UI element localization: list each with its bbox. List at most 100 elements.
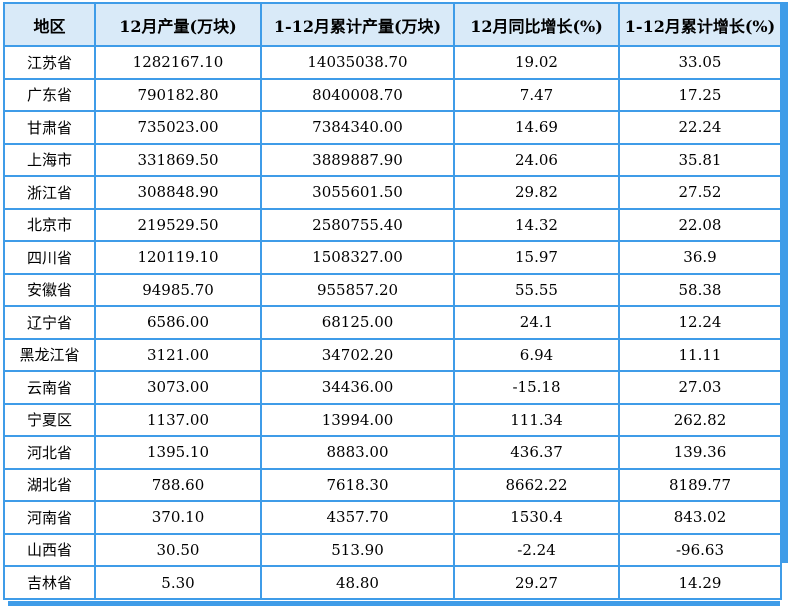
value-cell: 7384340.00 [260, 110, 455, 145]
value-cell: 68125.00 [260, 305, 455, 340]
region-cell: 辽宁省 [3, 305, 96, 340]
value-cell: 48.80 [260, 565, 455, 600]
value-cell: 3889887.90 [260, 142, 455, 178]
value-cell: 14035038.70 [260, 45, 455, 80]
value-cell: -15.18 [453, 370, 620, 405]
region-cell: 安徽省 [3, 272, 96, 308]
value-cell: 8189.77 [618, 467, 782, 503]
value-cell: 11.11 [618, 337, 782, 373]
value-cell: 436.37 [453, 435, 620, 470]
value-cell: 5.30 [94, 565, 262, 600]
table-row: 河北省 1395.10 8883.00 436.37 139.36 [3, 435, 782, 470]
value-cell: 94985.70 [94, 272, 262, 308]
table-row: 黑龙江省 3121.00 34702.20 6.94 11.11 [3, 337, 782, 373]
header-cumulative-growth: 1-12月累计增长(%) [618, 2, 782, 47]
value-cell: 513.90 [260, 532, 455, 568]
value-cell: 1282167.10 [94, 45, 262, 80]
value-cell: 55.55 [453, 272, 620, 308]
value-cell: 120119.10 [94, 240, 262, 275]
value-cell: 6586.00 [94, 305, 262, 340]
value-cell: 1530.4 [453, 500, 620, 535]
region-cell: 湖北省 [3, 467, 96, 503]
header-dec-production: 12月产量(万块) [94, 2, 262, 47]
value-cell: 8040008.70 [260, 77, 455, 113]
region-cell: 江苏省 [3, 45, 96, 80]
value-cell: 13994.00 [260, 402, 455, 438]
value-cell: 370.10 [94, 500, 262, 535]
region-cell: 广东省 [3, 77, 96, 113]
right-edge-shadow-strip [782, 2, 788, 563]
table-row: 四川省 120119.10 1508327.00 15.97 36.9 [3, 240, 782, 275]
value-cell: 14.32 [453, 207, 620, 243]
value-cell: 1137.00 [94, 402, 262, 438]
value-cell: 35.81 [618, 142, 782, 178]
value-cell: 219529.50 [94, 207, 262, 243]
value-cell: 33.05 [618, 45, 782, 80]
value-cell: 19.02 [453, 45, 620, 80]
value-cell: 308848.90 [94, 175, 262, 210]
table-row: 甘肃省 735023.00 7384340.00 14.69 22.24 [3, 110, 782, 145]
table-row: 河南省 370.10 4357.70 1530.4 843.02 [3, 500, 782, 535]
region-cell: 河南省 [3, 500, 96, 535]
region-cell: 浙江省 [3, 175, 96, 210]
value-cell: 24.1 [453, 305, 620, 340]
value-cell: 29.82 [453, 175, 620, 210]
production-stats-table: 地区 12月产量(万块) 1-12月累计产量(万块) 12月同比增长(%) 1-… [3, 2, 782, 600]
value-cell: 14.69 [453, 110, 620, 145]
table-row: 云南省 3073.00 34436.00 -15.18 27.03 [3, 370, 782, 405]
table-row: 山西省 30.50 513.90 -2.24 -96.63 [3, 532, 782, 568]
value-cell: 7.47 [453, 77, 620, 113]
value-cell: 22.24 [618, 110, 782, 145]
value-cell: 4357.70 [260, 500, 455, 535]
table-row: 湖北省 788.60 7618.30 8662.22 8189.77 [3, 467, 782, 503]
value-cell: 24.06 [453, 142, 620, 178]
value-cell: 955857.20 [260, 272, 455, 308]
value-cell: 27.52 [618, 175, 782, 210]
value-cell: 30.50 [94, 532, 262, 568]
region-cell: 上海市 [3, 142, 96, 178]
value-cell: 12.24 [618, 305, 782, 340]
value-cell: 34436.00 [260, 370, 455, 405]
table-row: 江苏省 1282167.10 14035038.70 19.02 33.05 [3, 45, 782, 80]
value-cell: 111.34 [453, 402, 620, 438]
value-cell: 8662.22 [453, 467, 620, 503]
table-row: 浙江省 308848.90 3055601.50 29.82 27.52 [3, 175, 782, 210]
region-cell: 云南省 [3, 370, 96, 405]
table-row: 北京市 219529.50 2580755.40 14.32 22.08 [3, 207, 782, 243]
value-cell: 7618.30 [260, 467, 455, 503]
value-cell: 788.60 [94, 467, 262, 503]
value-cell: 790182.80 [94, 77, 262, 113]
table-row: 宁夏区 1137.00 13994.00 111.34 262.82 [3, 402, 782, 438]
value-cell: 3073.00 [94, 370, 262, 405]
value-cell: -2.24 [453, 532, 620, 568]
bottom-edge-shadow-strip [8, 601, 780, 606]
value-cell: 22.08 [618, 207, 782, 243]
value-cell: 27.03 [618, 370, 782, 405]
table-row: 安徽省 94985.70 955857.20 55.55 58.38 [3, 272, 782, 308]
value-cell: 735023.00 [94, 110, 262, 145]
value-cell: 262.82 [618, 402, 782, 438]
value-cell: 8883.00 [260, 435, 455, 470]
table-header-row: 地区 12月产量(万块) 1-12月累计产量(万块) 12月同比增长(%) 1-… [3, 2, 782, 47]
value-cell: 6.94 [453, 337, 620, 373]
region-cell: 黑龙江省 [3, 337, 96, 373]
table-row: 辽宁省 6586.00 68125.00 24.1 12.24 [3, 305, 782, 340]
region-cell: 四川省 [3, 240, 96, 275]
value-cell: 139.36 [618, 435, 782, 470]
value-cell: 29.27 [453, 565, 620, 600]
value-cell: 34702.20 [260, 337, 455, 373]
region-cell: 吉林省 [3, 565, 96, 600]
value-cell: 3055601.50 [260, 175, 455, 210]
value-cell: 58.38 [618, 272, 782, 308]
value-cell: 1508327.00 [260, 240, 455, 275]
value-cell: 2580755.40 [260, 207, 455, 243]
table-row: 广东省 790182.80 8040008.70 7.47 17.25 [3, 77, 782, 113]
region-cell: 河北省 [3, 435, 96, 470]
header-dec-yoy-growth: 12月同比增长(%) [453, 2, 620, 47]
table-row: 上海市 331869.50 3889887.90 24.06 35.81 [3, 142, 782, 178]
value-cell: 1395.10 [94, 435, 262, 470]
region-cell: 山西省 [3, 532, 96, 568]
table-row: 吉林省 5.30 48.80 29.27 14.29 [3, 565, 782, 600]
header-cumulative-production: 1-12月累计产量(万块) [260, 2, 455, 47]
region-cell: 甘肃省 [3, 110, 96, 145]
